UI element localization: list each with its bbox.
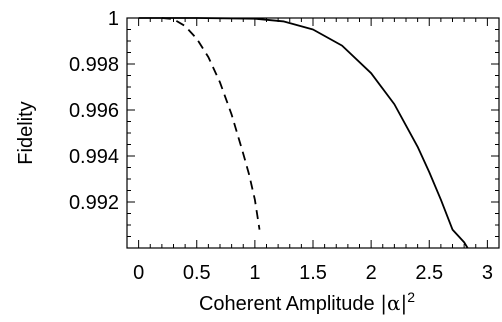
series-line-dashed <box>161 17 261 230</box>
x-axis-label-main: Coherent Amplitude <box>199 293 380 315</box>
x-tick-label: 1.5 <box>299 262 327 284</box>
x-axis-label-variable: |α| <box>380 291 407 316</box>
x-tick-label: 2 <box>366 262 377 284</box>
x-axis-label: Coherent Amplitude |α|2 <box>199 289 415 316</box>
y-tick-label: 0.996 <box>69 100 119 122</box>
x-tick-label: 1 <box>249 262 260 284</box>
y-tick-label: 0.992 <box>69 192 119 214</box>
x-axis-ticks: 0 0.5 1 1.5 2 2.5 3 <box>133 18 493 284</box>
series-line-solid <box>138 17 469 248</box>
x-tick-label: 0 <box>133 262 144 284</box>
plot-frame <box>126 17 500 249</box>
y-axis-label: Fidelity <box>15 101 37 164</box>
y-tick-label: 0.994 <box>69 146 119 168</box>
x-tick-label: 2.5 <box>415 262 443 284</box>
y-axis-ticks: 0.992 0.994 0.996 0.998 1 <box>69 8 499 249</box>
x-tick-label: 0.5 <box>183 262 211 284</box>
y-tick-label: 0.998 <box>69 54 119 76</box>
x-tick-label: 3 <box>482 262 493 284</box>
y-tick-label: 1 <box>108 8 119 30</box>
series-layer <box>138 17 469 248</box>
x-axis-label-exponent: 2 <box>407 289 415 305</box>
